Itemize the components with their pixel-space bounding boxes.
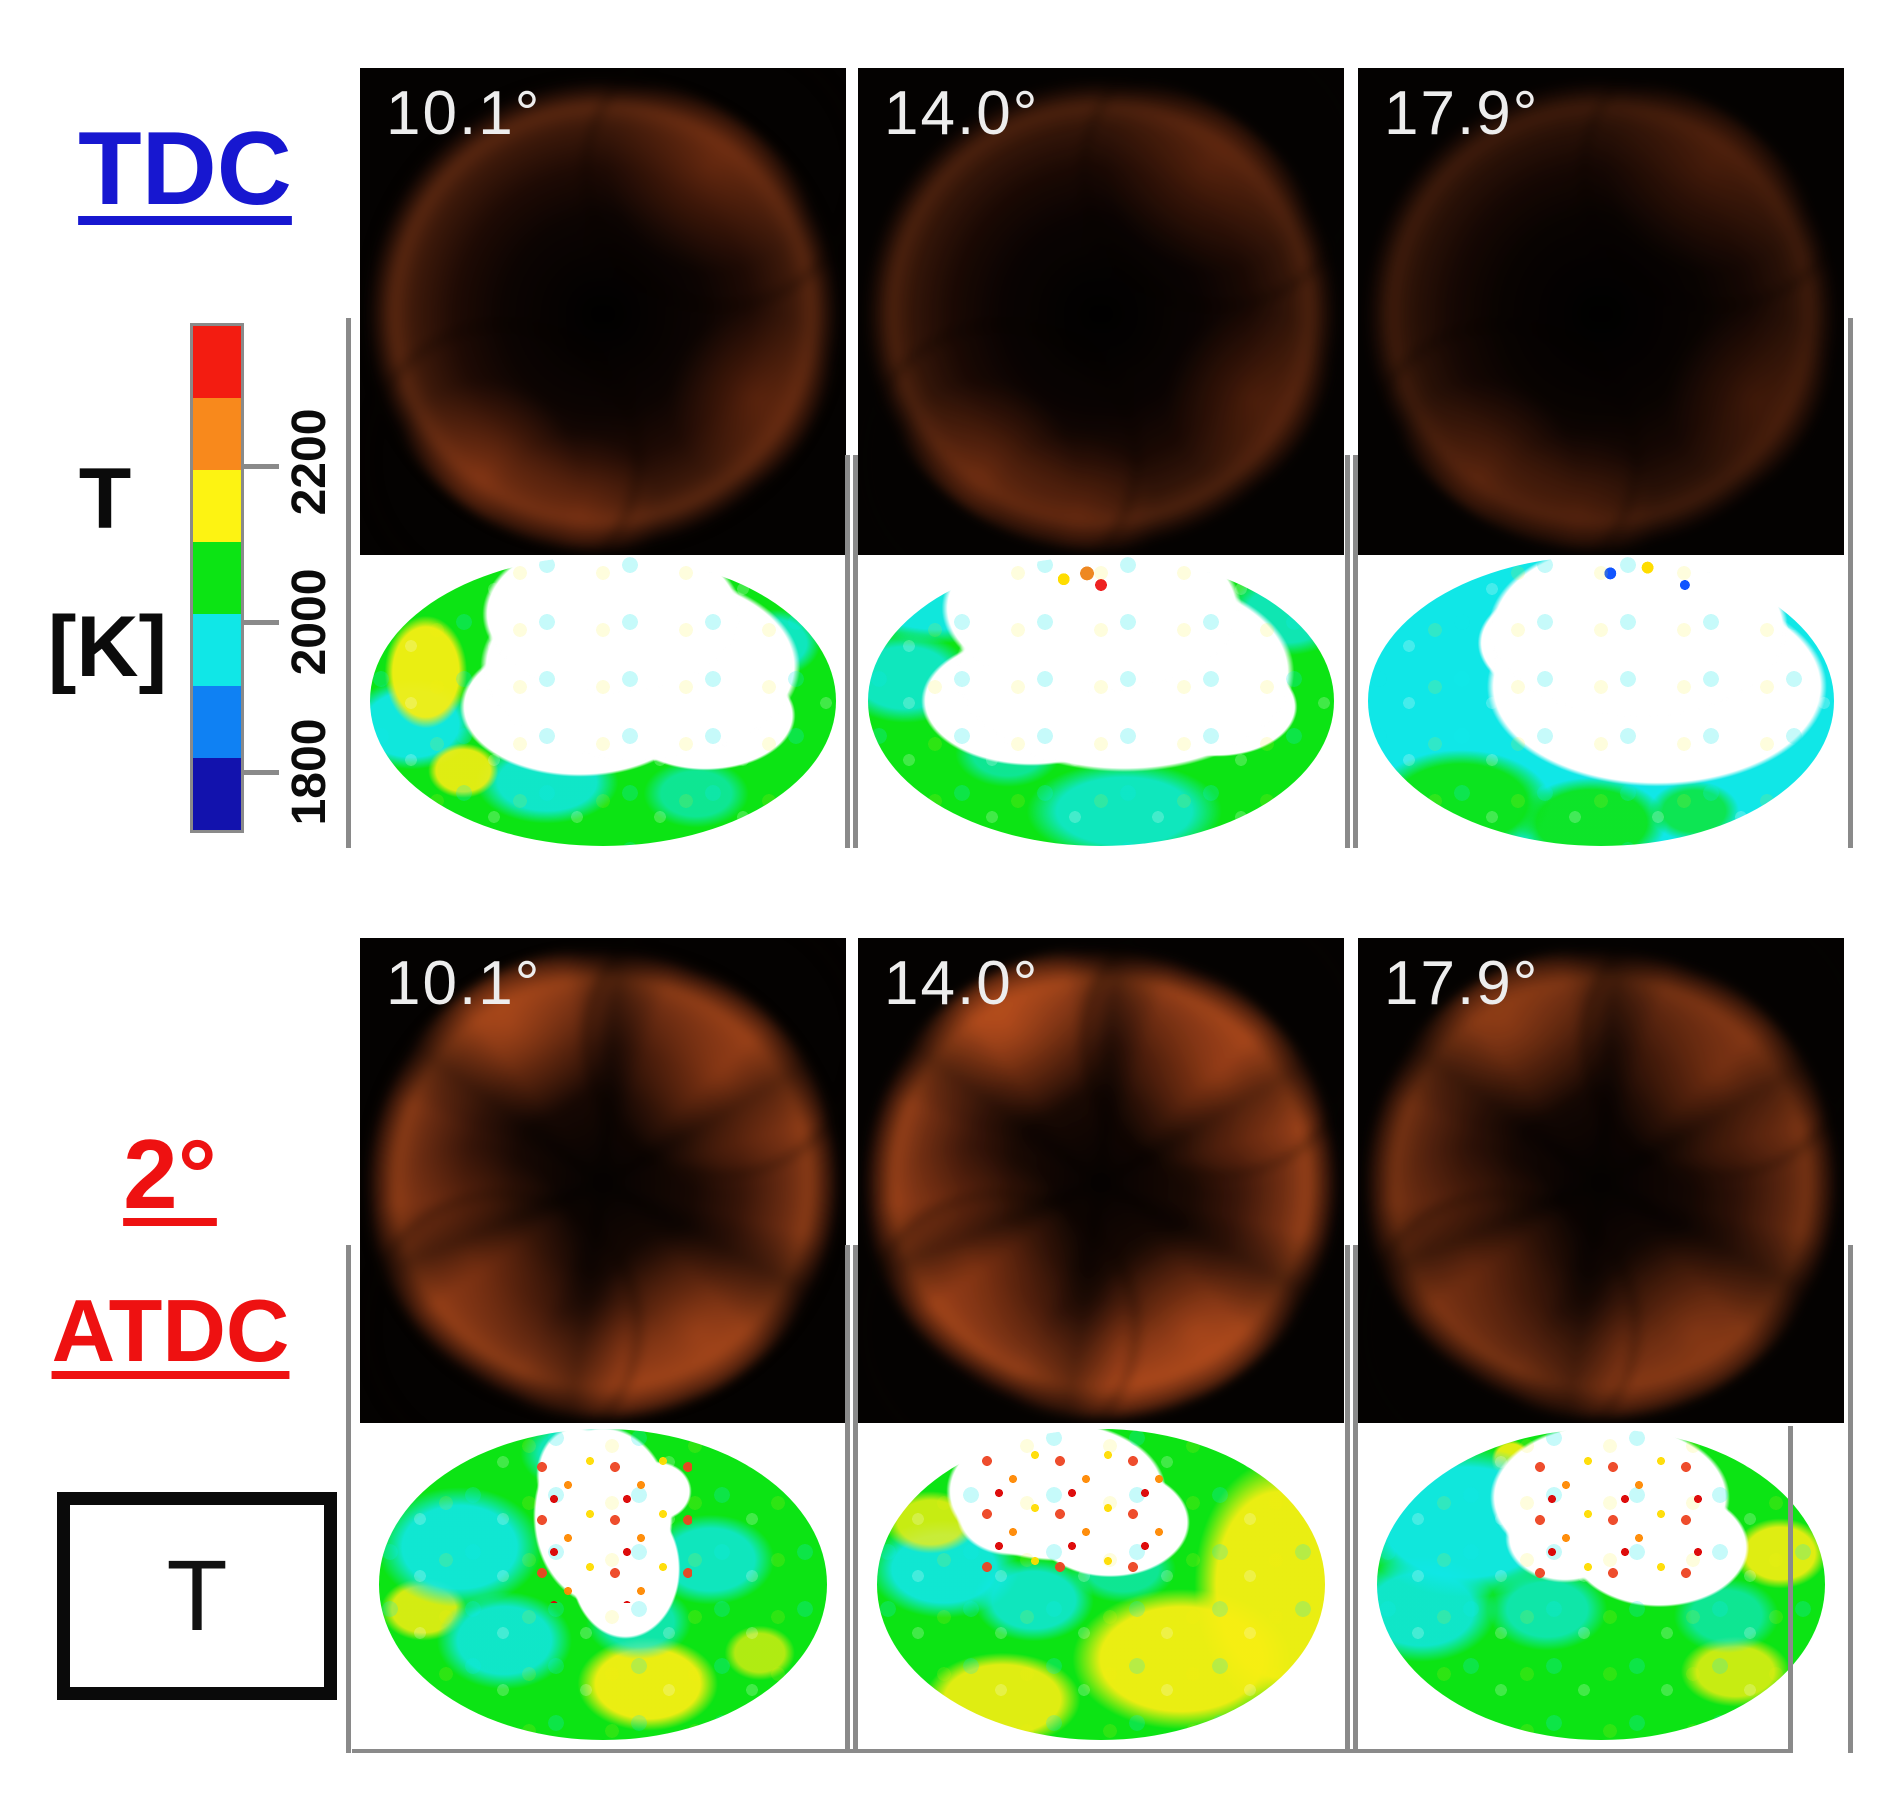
colorbar-tick-line [241, 620, 279, 625]
crank-angle-label: 14.0° [884, 949, 1040, 1018]
frame-line [1788, 1426, 1793, 1753]
frame-line [845, 455, 850, 848]
frame-line [346, 318, 351, 848]
colorbar-segment [193, 326, 241, 398]
cylinder-bore-image [862, 68, 1344, 555]
valve-arc [364, 323, 640, 555]
valve-arc [583, 938, 846, 1177]
luminosity-image-atdc-17.9: 17.9° [1358, 938, 1844, 1423]
temperature-noise-texture [867, 556, 1335, 846]
colorbar-title-K: [K] [47, 599, 168, 695]
colorbar-title-T: T [78, 451, 132, 547]
temperature-field [369, 556, 837, 846]
crank-angle-label: 17.9° [1384, 79, 1540, 148]
frame-line [1848, 1245, 1853, 1753]
temperature-colorbar [190, 323, 244, 833]
frame-line [352, 1749, 1792, 1753]
frame-line [853, 1245, 858, 1753]
hot-spot-speckles [1529, 1454, 1709, 1585]
frame-line [853, 455, 858, 848]
valve-arc [862, 1192, 1138, 1423]
section-title-atdc-degrees: 2° [123, 1119, 217, 1229]
colorbar-segment [193, 470, 241, 542]
colorbar-tick-2200: 2200 [283, 408, 336, 516]
colorbar-segment [193, 614, 241, 686]
valve-arc [862, 323, 1138, 555]
frame-line [1848, 318, 1853, 848]
frame-line [346, 1245, 351, 1753]
cylinder-bore-image [1362, 938, 1844, 1423]
temperature-noise-texture [369, 556, 837, 846]
temperature-field [379, 1429, 827, 1740]
frame-line [845, 1245, 850, 1753]
colorbar-segment [193, 758, 241, 830]
crank-angle-label: 10.1° [386, 79, 542, 148]
cylinder-bore-image [364, 68, 846, 555]
temperature-map-tdc-10.1 [360, 556, 846, 846]
hot-spot-speckles [975, 1447, 1164, 1573]
hot-spot-speckles [531, 1454, 693, 1604]
valve-arc [583, 68, 846, 308]
colorbar-segment [193, 686, 241, 758]
temperature-legend-label: T [166, 1539, 228, 1652]
section-title-tdc: TDC [78, 111, 292, 227]
colorbar-tick-1800: 1800 [283, 718, 336, 826]
frame-line [1345, 1245, 1350, 1753]
section-title-atdc: ATDC [51, 1281, 290, 1380]
valve-arc [1362, 1192, 1638, 1423]
luminosity-image-tdc-10.1: 10.1° [360, 68, 846, 555]
colorbar-tick-line [241, 770, 279, 775]
cylinder-bore-image [1362, 68, 1844, 555]
colorbar-segment [193, 398, 241, 470]
cylinder-bore-image [364, 938, 846, 1423]
colorbar-tick-line [241, 464, 279, 469]
valve-arc [1081, 68, 1344, 308]
luminosity-image-tdc-14.0: 14.0° [858, 68, 1344, 555]
valve-arc [1362, 323, 1638, 555]
temperature-map-atdc-14.0 [858, 1426, 1344, 1753]
temperature-field [867, 556, 1335, 846]
frame-line [1353, 455, 1358, 848]
cylinder-bore-image [862, 938, 1344, 1423]
temperature-field [1377, 1429, 1825, 1740]
crank-angle-label: 14.0° [884, 79, 1040, 148]
valve-arc [1081, 938, 1344, 1177]
colorbar-tick-2000: 2000 [283, 568, 336, 676]
crank-angle-label: 17.9° [1384, 949, 1540, 1018]
temperature-field [1367, 556, 1835, 846]
temperature-legend-box: T [57, 1492, 337, 1700]
crank-angle-label: 10.1° [386, 949, 542, 1018]
frame-line [1345, 455, 1350, 848]
luminosity-image-atdc-14.0: 14.0° [858, 938, 1344, 1423]
temperature-map-atdc-17.9 [1358, 1426, 1844, 1753]
temperature-map-tdc-17.9 [1358, 556, 1844, 846]
valve-arc [1581, 68, 1844, 308]
luminosity-image-atdc-10.1: 10.1° [360, 938, 846, 1423]
temperature-map-atdc-10.1 [360, 1426, 846, 1753]
valve-arc [1581, 938, 1844, 1177]
valve-arc [364, 1192, 640, 1423]
luminosity-image-tdc-17.9: 17.9° [1358, 68, 1844, 555]
colorbar-segment [193, 542, 241, 614]
temperature-map-tdc-14.0 [858, 556, 1344, 846]
temperature-field [877, 1429, 1325, 1740]
temperature-noise-texture [1367, 556, 1835, 846]
frame-line [1353, 1245, 1358, 1753]
